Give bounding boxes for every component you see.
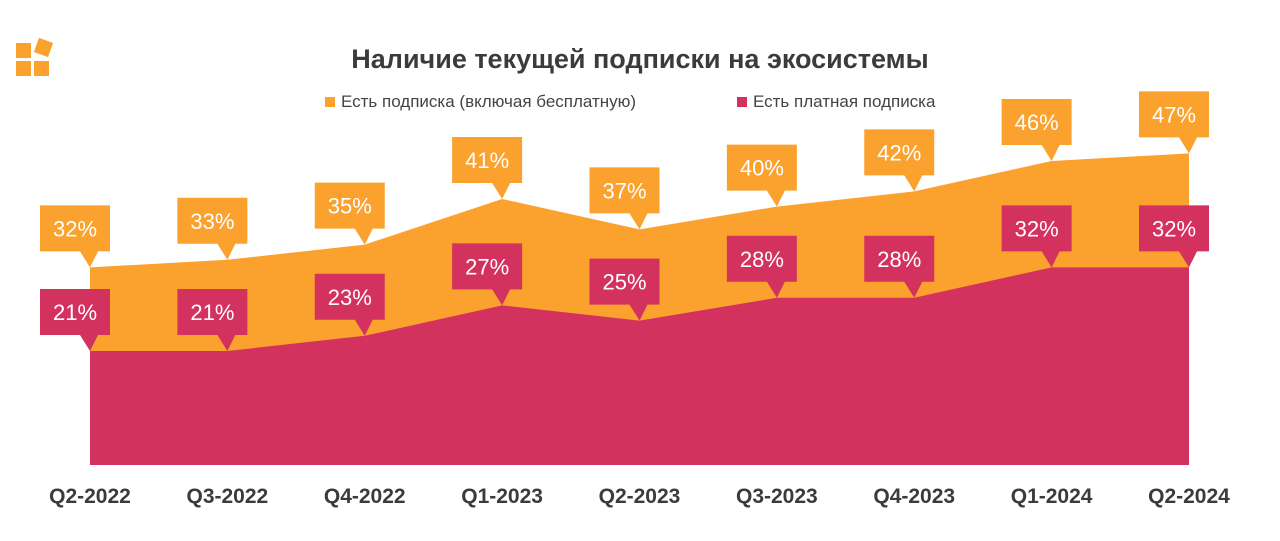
data-label: 46% — [1015, 110, 1059, 135]
data-label: 47% — [1152, 102, 1196, 127]
legend-item-total: Есть подписка (включая бесплатную) — [325, 92, 636, 112]
data-label: 28% — [740, 247, 784, 272]
data-label-callout — [40, 205, 110, 268]
data-label-callout — [452, 243, 523, 306]
x-tick-label: Q2-2023 — [599, 485, 681, 508]
data-label: 32% — [1015, 216, 1059, 241]
x-tick-label: Q4-2022 — [324, 485, 406, 508]
data-label: 21% — [190, 300, 234, 325]
data-label-callout — [1001, 99, 1072, 161]
x-tick-label: Q1-2024 — [1011, 485, 1093, 508]
data-label-callout — [177, 289, 248, 351]
data-label-callout — [864, 235, 935, 298]
data-label-callout — [726, 235, 797, 298]
x-tick-label: Q3-2022 — [187, 485, 269, 508]
data-label: 40% — [740, 156, 784, 181]
data-label: 32% — [1152, 216, 1196, 241]
data-label: 28% — [877, 247, 921, 272]
legend-label: Есть подписка (включая бесплатную) — [341, 92, 637, 111]
x-tick-label: Q3-2023 — [736, 485, 818, 508]
legend-item-paid: Есть платная подписка — [737, 92, 935, 112]
data-label-callout — [314, 273, 385, 336]
data-label: 37% — [602, 178, 646, 203]
legend-label: Есть платная подписка — [753, 92, 936, 111]
legend-swatch — [737, 97, 747, 107]
x-tick-label: Q4-2023 — [873, 485, 955, 508]
area-paid — [90, 267, 1189, 465]
data-label: 32% — [53, 216, 97, 241]
data-label-callout — [177, 197, 248, 260]
data-label: 41% — [465, 148, 509, 173]
chart-title: Наличие текущей подписки на экосистемы — [351, 44, 929, 74]
data-label: 35% — [328, 194, 372, 219]
data-label: 42% — [877, 140, 921, 165]
logo-icon — [16, 37, 54, 76]
data-label: 33% — [190, 209, 234, 234]
data-label: 25% — [602, 270, 646, 295]
data-label: 21% — [53, 300, 97, 325]
legend-swatch — [325, 97, 335, 107]
data-label-callout — [452, 137, 523, 199]
data-label-callout — [864, 129, 935, 192]
data-label-callout — [726, 144, 797, 207]
data-label-callout — [1001, 205, 1072, 268]
data-label-callout — [40, 289, 110, 351]
data-label: 27% — [465, 254, 509, 279]
data-label: 23% — [328, 285, 372, 310]
x-tick-label: Q2-2024 — [1148, 485, 1230, 508]
data-label-callout — [589, 167, 660, 230]
data-label-callout — [1139, 205, 1209, 268]
data-label-callout — [314, 182, 385, 245]
x-tick-label: Q1-2023 — [461, 485, 543, 508]
data-label-callout — [1139, 91, 1209, 154]
data-label-callout — [589, 258, 660, 321]
x-tick-label: Q2-2022 — [49, 485, 131, 508]
